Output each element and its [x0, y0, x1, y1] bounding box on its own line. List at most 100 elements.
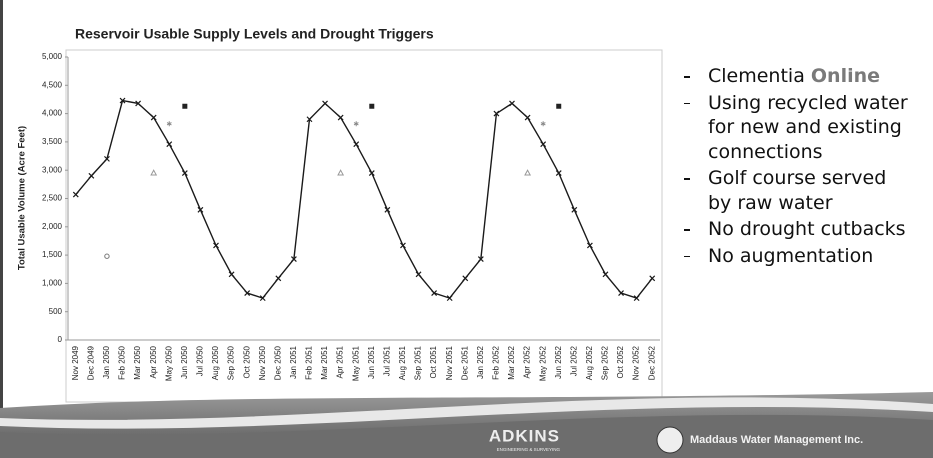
bullet-list: Clementia Online Using recycled water for… [678, 64, 913, 270]
point-marker [166, 141, 173, 148]
point-marker [275, 275, 282, 282]
maddaus-logo: Maddaus Water Management Inc. [690, 434, 863, 446]
x-tick-label: Apr 2050 [149, 345, 158, 378]
x-tick-label: Dec 2052 [647, 345, 656, 380]
y-tick-label: 1,500 [42, 250, 63, 259]
chart-title: Reservoir Usable Supply Levels and Droug… [75, 26, 434, 42]
x-tick-label: Sep 2051 [414, 345, 423, 380]
x-tick-label: Nov 2052 [632, 345, 641, 380]
trigger-marker [556, 103, 562, 109]
bullet-text: No drought cutbacks [708, 218, 906, 240]
x-tick-label: Jul 2051 [382, 345, 391, 376]
left-edge [0, 0, 3, 458]
trigger-marker [524, 169, 532, 176]
x-tick-label: Oct 2050 [242, 345, 251, 378]
x-tick-label: Feb 2050 [118, 345, 127, 379]
x-tick-label: Nov 2051 [445, 345, 454, 380]
x-tick-label: Dec 2049 [86, 345, 95, 380]
x-tick-label: May 2051 [351, 345, 360, 381]
x-tick-label: Jun 2050 [180, 345, 189, 378]
bullet-text: Using recycled water for new and existin… [708, 91, 908, 163]
globe-logo [656, 426, 684, 454]
point-marker [197, 206, 204, 213]
y-tick-label: 4,500 [42, 80, 63, 89]
footer-swoosh [0, 397, 933, 429]
point-marker [493, 110, 500, 117]
y-tick-label: 2,000 [42, 222, 63, 231]
footer-dark [0, 414, 933, 458]
trigger-marker [337, 169, 345, 176]
y-axis-title: Total Usable Volume (Acre Feet) [17, 126, 28, 270]
point-marker [72, 191, 79, 198]
bullet: Golf course served by raw water [678, 166, 913, 215]
point-marker [353, 141, 360, 148]
point-marker [337, 114, 344, 121]
point-marker [431, 290, 438, 296]
point-marker [571, 206, 578, 213]
point-marker [509, 100, 515, 107]
bullet-text: Clementia [708, 65, 805, 87]
bullet: Clementia Online [678, 64, 913, 89]
x-tick-label: Mar 2051 [320, 345, 329, 379]
adkins-logo: ADKINS [489, 426, 560, 445]
point-marker [384, 206, 391, 213]
bullet: No drought cutbacks [678, 217, 913, 242]
y-tick-label: 1,000 [42, 279, 63, 288]
point-marker [150, 114, 157, 121]
x-tick-label: Aug 2050 [211, 345, 220, 380]
x-tick-label: Mar 2050 [133, 345, 142, 379]
trigger-marker [182, 103, 188, 109]
point-marker [618, 290, 624, 296]
point-marker [477, 256, 484, 262]
point-marker [244, 290, 251, 296]
x-tick-label: Aug 2052 [585, 345, 594, 380]
x-tick-label: Aug 2051 [398, 345, 407, 380]
x-tick-label: Nov 2049 [71, 345, 80, 380]
x-tick-label: Feb 2051 [305, 345, 314, 379]
point-marker [400, 242, 406, 249]
bullet: Using recycled water for new and existin… [678, 91, 913, 165]
point-marker [649, 275, 656, 282]
point-marker [462, 275, 469, 282]
bullet-text: No augmentation [708, 244, 874, 267]
x-tick-label: Jul 2052 [569, 345, 578, 376]
x-tick-label: Jul 2050 [196, 345, 205, 376]
x-tick-label: May 2050 [164, 345, 173, 381]
point-marker [228, 271, 235, 278]
x-tick-label: Sep 2052 [601, 345, 610, 380]
x-tick-label: May 2052 [538, 345, 547, 381]
x-tick-label: Dec 2051 [460, 345, 469, 380]
bullet-text: Golf course served by raw water [708, 167, 887, 214]
y-tick-label: 4,000 [42, 109, 63, 118]
x-tick-label: Apr 2051 [336, 345, 345, 378]
x-tick-label: Jan 2051 [289, 345, 298, 378]
point-marker [446, 295, 453, 302]
trigger-marker [369, 103, 375, 109]
point-marker [524, 114, 531, 121]
x-tick-label: Sep 2050 [227, 345, 236, 380]
point-marker [181, 170, 188, 176]
point-marker [119, 97, 126, 104]
y-tick-label: 0 [58, 335, 63, 344]
adkins-sub: ENGINEERING & SURVEYING [497, 447, 561, 452]
point-marker [306, 116, 313, 123]
y-tick-label: 5,000 [42, 52, 63, 61]
x-tick-label: Oct 2052 [616, 345, 625, 378]
bullet: No augmentation [678, 244, 913, 269]
x-tick-label: Oct 2051 [429, 345, 438, 378]
point-marker [259, 295, 266, 302]
point-marker [540, 141, 547, 148]
x-tick-label: Mar 2052 [507, 345, 516, 379]
point-marker [368, 170, 375, 176]
point-marker [213, 242, 219, 249]
x-tick-label: Nov 2050 [258, 345, 267, 380]
x-tick-label: Jan 2050 [102, 345, 111, 378]
point-marker [415, 271, 422, 278]
y-tick-label: 2,500 [42, 194, 63, 203]
bullet-highlight: Online [810, 65, 881, 87]
y-tick-label: 3,000 [42, 165, 63, 174]
trigger-marker [104, 253, 110, 259]
series-line [75, 99, 653, 299]
